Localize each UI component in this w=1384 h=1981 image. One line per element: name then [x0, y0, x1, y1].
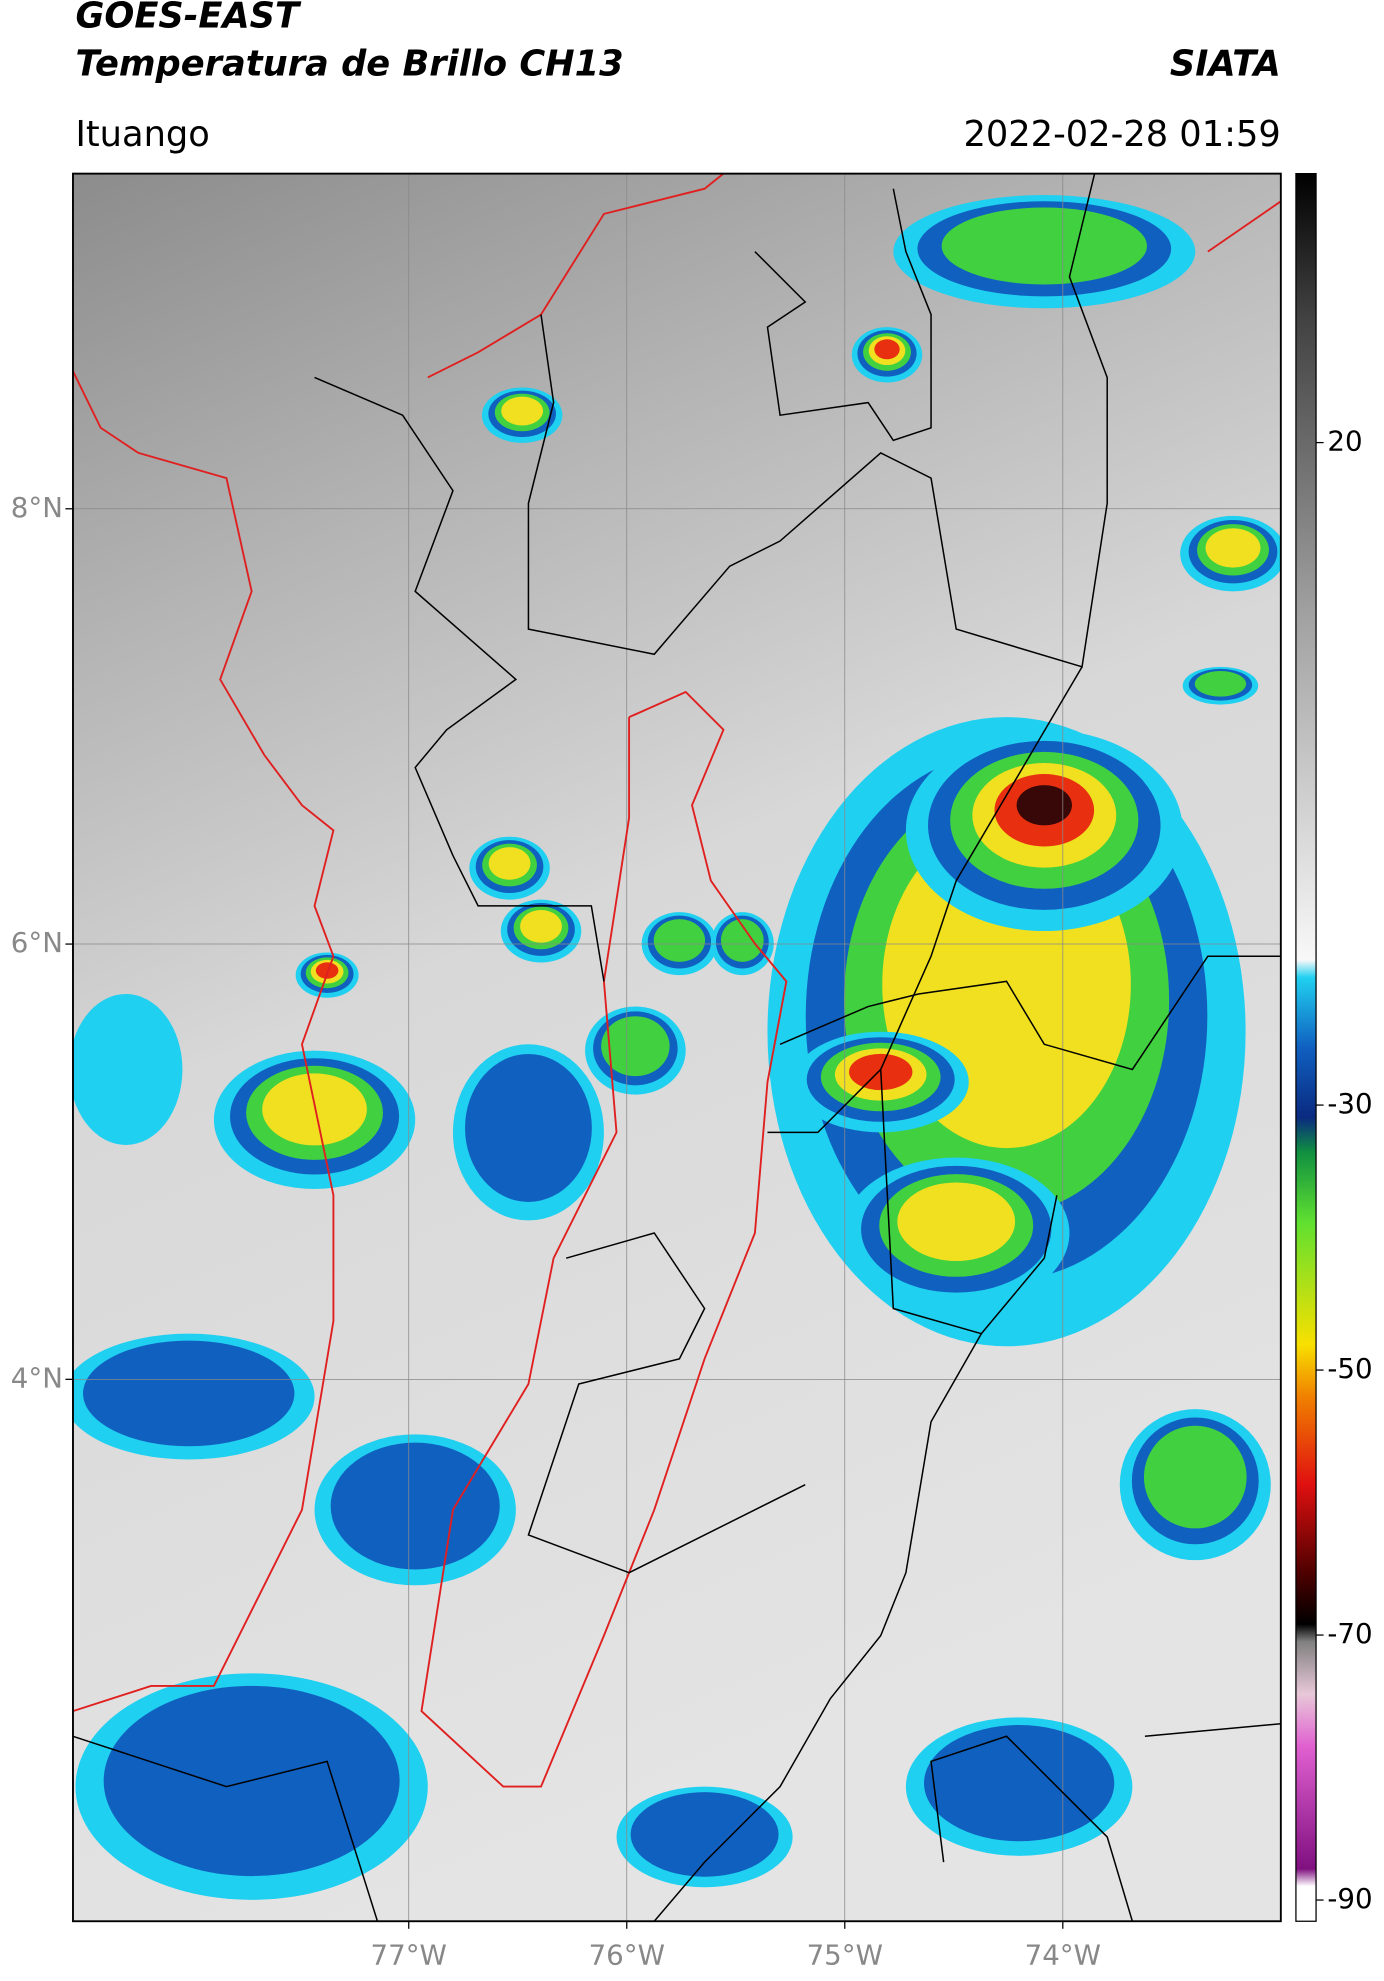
colorbar-tick-label: 20: [1327, 425, 1362, 458]
border: [779, 955, 1281, 1071]
title: GOES-EAST: [75, 0, 302, 37]
cloud-contour: [330, 1442, 500, 1570]
lat-tick-label: 8°N: [11, 491, 63, 524]
timestamp: 2022-02-28 01:59: [963, 114, 1280, 155]
border: [930, 1735, 1134, 1922]
border: [314, 376, 605, 982]
lon-tick-label: 76°W: [589, 1938, 665, 1971]
cloud-contour: [520, 909, 562, 943]
border: [1144, 1722, 1281, 1738]
cloud-contour: [262, 1073, 367, 1146]
colorbar-tick-label: -50: [1327, 1352, 1372, 1385]
border: [653, 1333, 983, 1922]
cloud-contour: [897, 1182, 1016, 1261]
cloud-contour: [941, 207, 1147, 285]
cloud-contour: [72, 993, 183, 1145]
border: [767, 666, 1083, 1134]
graticule: [72, 173, 1281, 1922]
border: [72, 370, 335, 1713]
border: [527, 173, 1108, 668]
lon-tick-label: 75°W: [807, 1938, 883, 1971]
border: [1207, 200, 1281, 253]
colorbar-tick-label: -30: [1327, 1087, 1372, 1120]
lon-tick-label: 74°W: [1025, 1938, 1101, 1971]
cloud-contour: [601, 1016, 670, 1077]
cloud-contour: [501, 396, 544, 426]
colorbar-tick-label: -70: [1327, 1617, 1372, 1650]
axis-ticks: 8°N 6°N 4°N 77°W 76°W 75°W 74°W: [11, 491, 1101, 1972]
colorbar-ticks: 20 -30 -50 -70 -90: [1316, 425, 1373, 1915]
colorbar-tick-label: -90: [1327, 1882, 1372, 1915]
cloud-contour: [924, 1725, 1115, 1842]
map-area: [72, 173, 1281, 1922]
cloud-contour: [653, 919, 706, 962]
cloud-contour: [315, 962, 339, 979]
subtitle: Temperatura de Brillo CH13: [75, 43, 623, 84]
cloud-contour: [488, 847, 531, 880]
cloud-contour: [1016, 785, 1072, 826]
cloud-contour: [630, 1792, 779, 1877]
map-frame: [72, 172, 1282, 1923]
lat-tick-label: 6°N: [11, 926, 63, 959]
black-borders: [72, 173, 1281, 1922]
cloud-contour: [1205, 528, 1261, 568]
cloud-contour: [720, 919, 764, 962]
border: [754, 188, 932, 442]
lon-tick-label: 77°W: [371, 1938, 447, 1971]
cloud-contour: [1194, 670, 1247, 697]
border: [72, 1735, 379, 1922]
lat-tick-label: 4°N: [11, 1361, 63, 1394]
border: [527, 1232, 806, 1574]
location: Ituango: [75, 114, 209, 155]
border: [427, 173, 725, 379]
colorbar: [1295, 172, 1317, 1922]
cloud-contour: [83, 1340, 295, 1447]
source: SIATA: [1170, 43, 1281, 84]
cloud-contour: [874, 339, 900, 360]
cloud-contour: [465, 1053, 592, 1202]
cloud-field: [72, 195, 1281, 1900]
cloud-contour: [1143, 1425, 1247, 1529]
scaled-figure: GOES-EAST Temperatura de Brillo CH13 SIA…: [11, 0, 1373, 1971]
